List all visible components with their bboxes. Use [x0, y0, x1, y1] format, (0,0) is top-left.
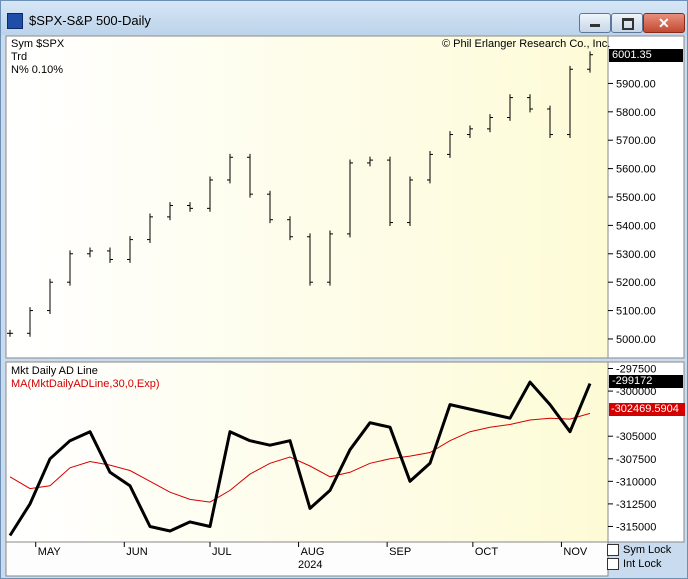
sym-value: $SPX — [36, 38, 65, 50]
ad-tick-label: -310000 — [616, 476, 656, 488]
trd-label: Trd — [11, 51, 28, 63]
ma-legend: MA(MktDailyADLine,30,0,Exp) — [11, 378, 160, 390]
ad-line — [8, 380, 592, 537]
close-icon: ✕ — [658, 15, 670, 31]
price-tick-label: 5300.00 — [616, 249, 656, 261]
month-label: SEP — [389, 546, 411, 558]
ad-tick-label: -315000 — [616, 521, 656, 533]
month-label: AUG — [301, 546, 325, 558]
ad-y-axis: -297500 -300000 -305000 -307500 -310000 -3125… — [608, 364, 656, 533]
window-title: $SPX-S&P 500-Daily — [29, 13, 151, 28]
int-lock-label: Int Lock — [623, 558, 662, 571]
sym-row: Sym $SPX — [11, 38, 64, 51]
price-tick-label: 5100.00 — [616, 306, 656, 318]
price-tick-label: 5500.00 — [616, 192, 656, 204]
copyright-text: © Phil Erlanger Research Co., Inc. — [442, 38, 611, 50]
ma-current-value: -302469.5904 — [609, 403, 685, 416]
month-label: OCT — [475, 546, 499, 558]
x-axis: MAY JUN JUL AUG SEP OCT NOV 2024 — [5, 541, 609, 577]
n-label: N% — [11, 64, 29, 76]
maximize-icon — [622, 18, 634, 30]
app-icon — [7, 13, 23, 29]
year-label: 2024 — [298, 559, 322, 571]
price-tick-label: 5800.00 — [616, 107, 656, 119]
ad-tick-label: -312500 — [616, 499, 656, 511]
ad-current-value: -299172 — [609, 375, 683, 388]
month-label: JUN — [126, 546, 147, 558]
minimize-button[interactable] — [579, 13, 611, 33]
price-tick-label: 5600.00 — [616, 164, 656, 176]
price-tick-label: 5900.00 — [616, 78, 656, 90]
sym-lock-checkbox[interactable]: Sym Lock — [607, 544, 672, 557]
ad-panel-title: Mkt Daily AD Line — [11, 365, 98, 377]
month-label: NOV — [563, 546, 588, 558]
ad-axis-area — [607, 361, 685, 543]
month-label: JUL — [212, 546, 232, 558]
ad-tick-label: -305000 — [616, 431, 656, 443]
price-current-value: 6001.35 — [609, 49, 683, 62]
int-lock-box[interactable] — [607, 558, 619, 571]
n-value: 0.10% — [31, 64, 63, 76]
price-tick-label: 5400.00 — [616, 220, 656, 232]
trd-row: Trd — [11, 51, 27, 64]
ad-line-panel[interactable]: -297500 -300000 -305000 -307500 -310000 -3125… — [5, 361, 685, 543]
price-y-axis: 5900.00 5800.00 5700.00 5600.00 5500.00 5400.… — [608, 78, 656, 346]
ad-tick-label: -307500 — [616, 454, 656, 466]
price-panel[interactable]: 5900.00 5800.00 5700.00 5600.00 5500.00 5400.… — [5, 35, 685, 359]
month-label: MAY — [38, 546, 62, 558]
maximize-button[interactable] — [611, 13, 643, 33]
ad-tick-label: -297500 — [616, 364, 656, 376]
title-bar[interactable]: $SPX-S&P 500-Daily ✕ — [1, 1, 687, 35]
ad-plot-area — [5, 361, 609, 543]
price-axis-area — [607, 35, 685, 359]
n-row: N% 0.10% — [11, 64, 63, 77]
sym-lock-box[interactable] — [607, 544, 619, 557]
x-axis-area — [5, 541, 609, 577]
sym-label: Sym — [11, 38, 33, 50]
price-bars — [7, 51, 593, 337]
int-lock-checkbox[interactable]: Int Lock — [607, 558, 662, 571]
sym-lock-label: Sym Lock — [623, 544, 672, 557]
ad-tick-label: -300000 — [616, 386, 656, 398]
price-tick-label: 5000.00 — [616, 334, 656, 346]
close-button[interactable]: ✕ — [643, 13, 685, 33]
price-tick-label: 5700.00 — [616, 135, 656, 147]
price-plot-area — [5, 35, 609, 359]
price-tick-label: 5200.00 — [616, 277, 656, 289]
minimize-icon — [590, 24, 600, 27]
